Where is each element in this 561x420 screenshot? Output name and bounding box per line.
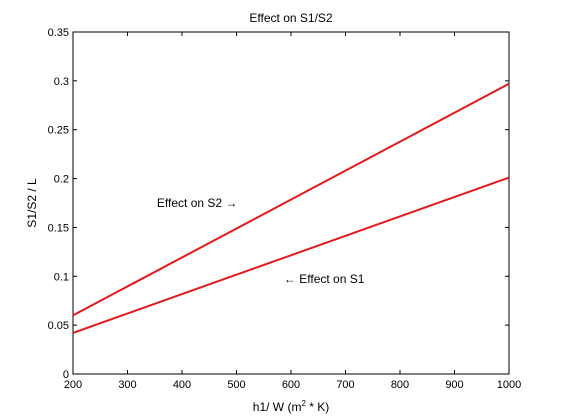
series-line-s2 [72,82,510,317]
annotation-s1: ← Effect on S1 [284,272,365,286]
plot-area [72,31,510,375]
series-line-s1 [72,176,510,334]
y-tick-label: 0.1 [54,271,69,283]
y-tick-label: 0 [63,369,69,381]
x-tick-label: 800 [391,379,409,391]
x-tick-label: 200 [64,379,82,391]
y-tick-label: 0.2 [54,174,69,186]
x-axis-label-end: * K) [306,400,329,414]
x-axis-label: h1/ W (m2 * K) [253,399,329,414]
y-tick-label: 0.15 [48,222,69,234]
series-lines [72,82,510,334]
x-tick-label: 700 [336,379,354,391]
y-tick-label: 0.35 [48,27,69,39]
x-tick-label: 1000 [497,379,521,391]
x-ticks: 200 300 400 500 600 700 800 900 1000 [64,32,521,391]
y-axis-label: S1/S2 / L [25,178,39,228]
annotations: Effect on S2 → ← Effect on S1 [157,196,365,286]
annotation-s2: Effect on S2 → [157,196,238,210]
y-ticks: 0 0.05 0.1 0.15 0.2 0.25 0.3 0.35 [48,27,509,381]
y-tick-label: 0.05 [48,320,69,332]
x-tick-label: 300 [118,379,136,391]
x-axis-label-sup: 2 [301,399,306,408]
y-tick-label: 0.25 [48,125,69,137]
y-tick-label: 0.3 [54,76,69,88]
chart-title: Effect on S1/S2 [249,11,332,25]
x-axis-label-main: h1/ W (m [253,400,302,414]
x-tick-label: 900 [445,379,463,391]
x-tick-label: 400 [173,379,191,391]
x-tick-label: 600 [282,379,300,391]
x-tick-label: 500 [227,379,245,391]
